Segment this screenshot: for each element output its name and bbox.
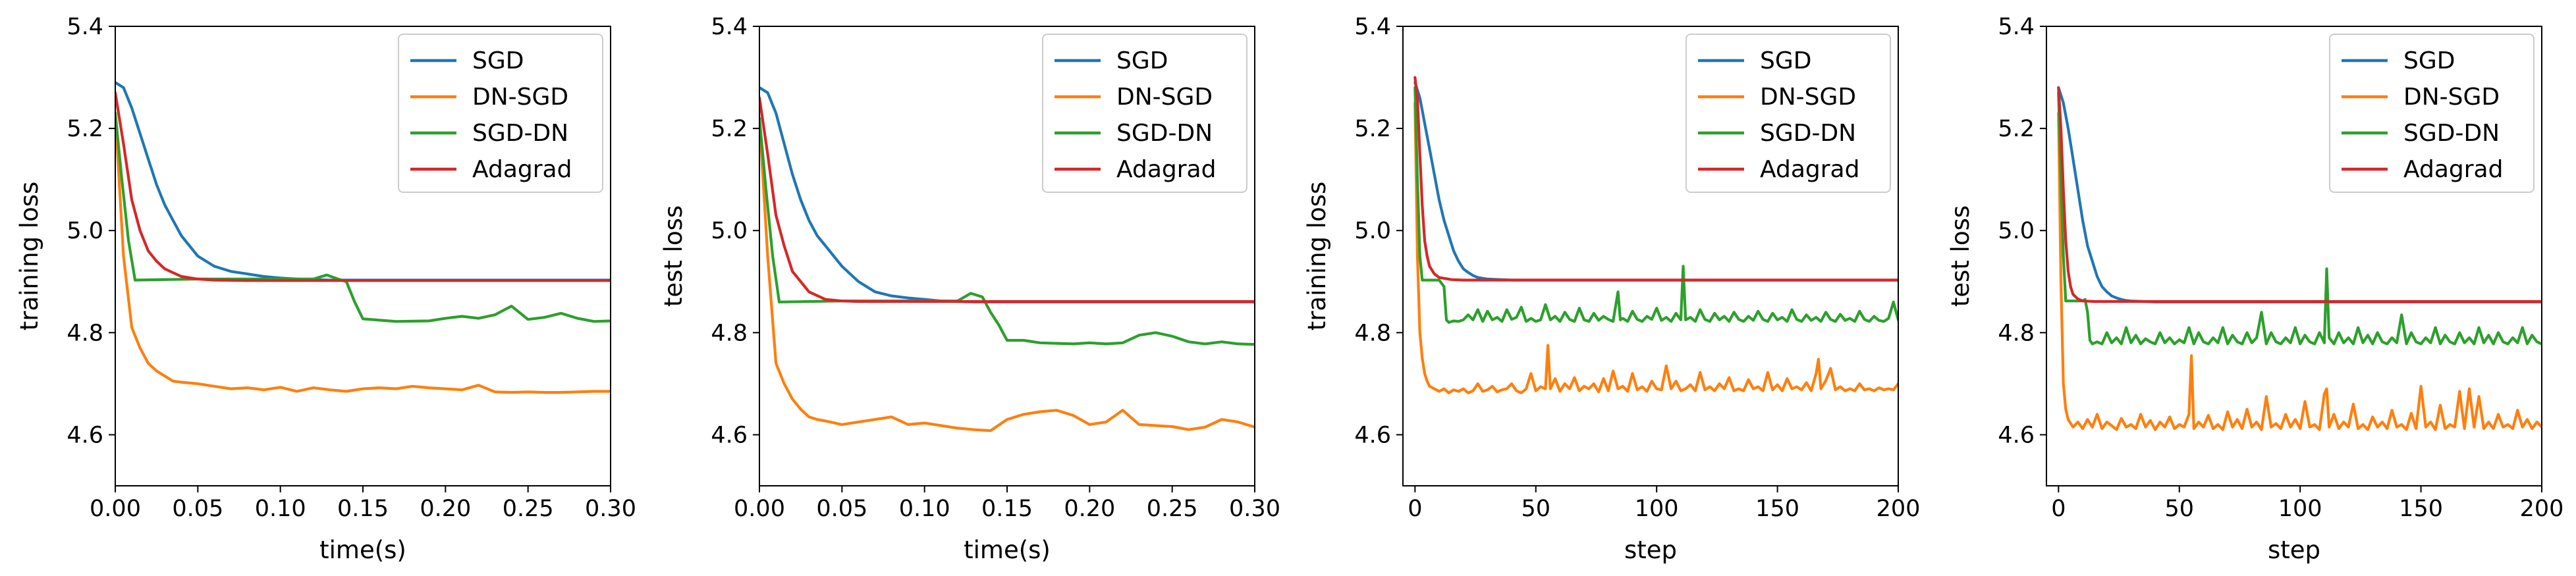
- x-tick-label: 50: [2164, 496, 2194, 522]
- plot-area: [2057, 86, 2542, 431]
- series-line-sgd-dn: [2057, 91, 2542, 346]
- series-line-adagrad: [115, 91, 611, 282]
- legend-box: [1042, 34, 1247, 193]
- y-tick-label: 5.2: [1998, 116, 2035, 142]
- legend-label: DN-SGD: [472, 84, 568, 111]
- series-line-dn-sgd: [1413, 101, 1898, 394]
- legend: SGD DN-SGD SGD-DN Adagrad: [1685, 34, 1891, 193]
- x-tick-label: 100: [2278, 496, 2322, 522]
- series-line-adagrad: [759, 96, 1255, 303]
- x-tick-label: 0.15: [337, 496, 389, 522]
- legend-label: SGD-DN: [2403, 120, 2500, 147]
- x-tick-label: 0: [1408, 496, 1422, 522]
- legend-label: SGD: [2403, 47, 2455, 74]
- legend-label: SGD-DN: [1116, 120, 1213, 147]
- x-tick-label: 0.20: [1064, 496, 1115, 522]
- y-tick-label: 5.4: [711, 14, 748, 40]
- plot-area: [1413, 76, 1898, 394]
- legend-box: [2329, 34, 2535, 193]
- legend-box: [398, 34, 603, 193]
- legend: SGD DN-SGD SGD-DN Adagrad: [398, 34, 603, 193]
- x-tick-label: 0.30: [585, 496, 636, 522]
- y-tick-label: 5.0: [1998, 218, 2035, 244]
- y-tick-label: 4.6: [67, 422, 103, 448]
- y-axis-label: test loss: [659, 205, 688, 307]
- y-tick-label: 5.2: [1354, 116, 1391, 142]
- y-tick-label: 5.4: [1998, 14, 2035, 40]
- y-axis-label: training loss: [15, 182, 43, 331]
- y-tick-label: 5.0: [67, 218, 103, 244]
- x-tick-label: 0.00: [90, 496, 141, 522]
- legend-label: SGD: [472, 47, 524, 74]
- legend-label: SGD-DN: [472, 120, 568, 147]
- y-tick-label: 4.8: [1354, 320, 1391, 346]
- legend-label: Adagrad: [2403, 156, 2503, 183]
- legend: SGD DN-SGD SGD-DN Adagrad: [2329, 34, 2535, 193]
- y-tick-label: 4.8: [67, 320, 103, 346]
- series-line-dn-sgd: [115, 111, 611, 394]
- y-tick-label: 4.6: [1354, 422, 1391, 448]
- x-tick-label: 0.30: [1229, 496, 1280, 522]
- y-tick-label: 4.6: [1998, 422, 2035, 448]
- x-tick-label: 0.20: [420, 496, 471, 522]
- legend-label: SGD: [1116, 47, 1168, 74]
- plot-area: [759, 86, 1255, 432]
- y-tick-label: 4.8: [711, 320, 748, 346]
- axes-frame: [2046, 26, 2542, 486]
- y-axis-label: test loss: [1946, 205, 1975, 307]
- legend-label: DN-SGD: [2403, 84, 2500, 111]
- y-tick-label: 5.4: [1354, 14, 1391, 40]
- legend-label: DN-SGD: [1116, 84, 1213, 111]
- chart-panel-3: 0 50 100 150 200 4.6 4.8 5.0 5.2 5.4 step training …: [1303, 14, 1920, 564]
- y-tick-label: 5.4: [67, 14, 103, 40]
- y-tick-label: 5.2: [711, 116, 748, 142]
- x-tick-label: 0.10: [255, 496, 306, 522]
- x-tick-label: 200: [2520, 496, 2564, 522]
- chart-panel-2: 0.00 0.05 0.10 0.15 0.20 0.25 0.30 4.6 4.8 5.0 5.2…: [659, 14, 1280, 564]
- legend: SGD DN-SGD SGD-DN Adagrad: [1042, 34, 1247, 193]
- x-tick-label: 0.00: [734, 496, 785, 522]
- series-line-adagrad: [1413, 76, 1898, 282]
- x-axis-label: time(s): [964, 536, 1051, 564]
- plot-area: [115, 81, 611, 394]
- axes-frame: [1402, 26, 1899, 486]
- legend-label: Adagrad: [1760, 156, 1859, 183]
- x-tick-label: 150: [1755, 496, 1799, 522]
- y-tick-label: 4.6: [711, 422, 748, 448]
- series-line-adagrad: [2057, 86, 2542, 303]
- y-tick-label: 5.0: [711, 218, 748, 244]
- chart-panel-1: 0.00 0.05 0.10 0.15 0.20 0.25 0.30 4.6 4.8 5.0 5.2…: [15, 14, 636, 564]
- chart-panel-4: 0 50 100 150 200 4.6 4.8 5.0 5.2 5.4 step test loss…: [1946, 14, 2563, 564]
- legend-label: DN-SGD: [1760, 84, 1856, 111]
- y-tick-label: 5.0: [1354, 218, 1391, 244]
- x-tick-label: 0: [2051, 496, 2066, 522]
- series-line-dn-sgd: [2057, 111, 2542, 431]
- x-tick-label: 50: [1521, 496, 1550, 522]
- x-axis-label: time(s): [319, 536, 406, 564]
- x-axis-label: step: [2268, 536, 2320, 564]
- y-axis-label: training loss: [1303, 182, 1331, 331]
- y-tick-label: 5.2: [67, 116, 103, 142]
- x-tick-label: 100: [1635, 496, 1679, 522]
- x-tick-label: 150: [2399, 496, 2443, 522]
- x-tick-label: 0.25: [503, 496, 554, 522]
- y-tick-label: 4.8: [1998, 320, 2035, 346]
- x-tick-label: 0.05: [816, 496, 867, 522]
- x-tick-label: 0.15: [981, 496, 1033, 522]
- x-tick-label: 200: [1877, 496, 1921, 522]
- x-tick-label: 0.25: [1147, 496, 1198, 522]
- x-tick-label: 0.05: [172, 496, 223, 522]
- series-line-sgd-dn: [1413, 86, 1898, 324]
- legend-box: [1685, 34, 1891, 193]
- x-tick-label: 0.10: [899, 496, 950, 522]
- legend-label: Adagrad: [1116, 156, 1216, 183]
- series-line-dn-sgd: [759, 117, 1255, 432]
- legend-label: SGD-DN: [1760, 120, 1856, 147]
- legend-label: Adagrad: [472, 156, 572, 183]
- x-axis-label: step: [1624, 536, 1677, 564]
- legend-label: SGD: [1760, 47, 1811, 74]
